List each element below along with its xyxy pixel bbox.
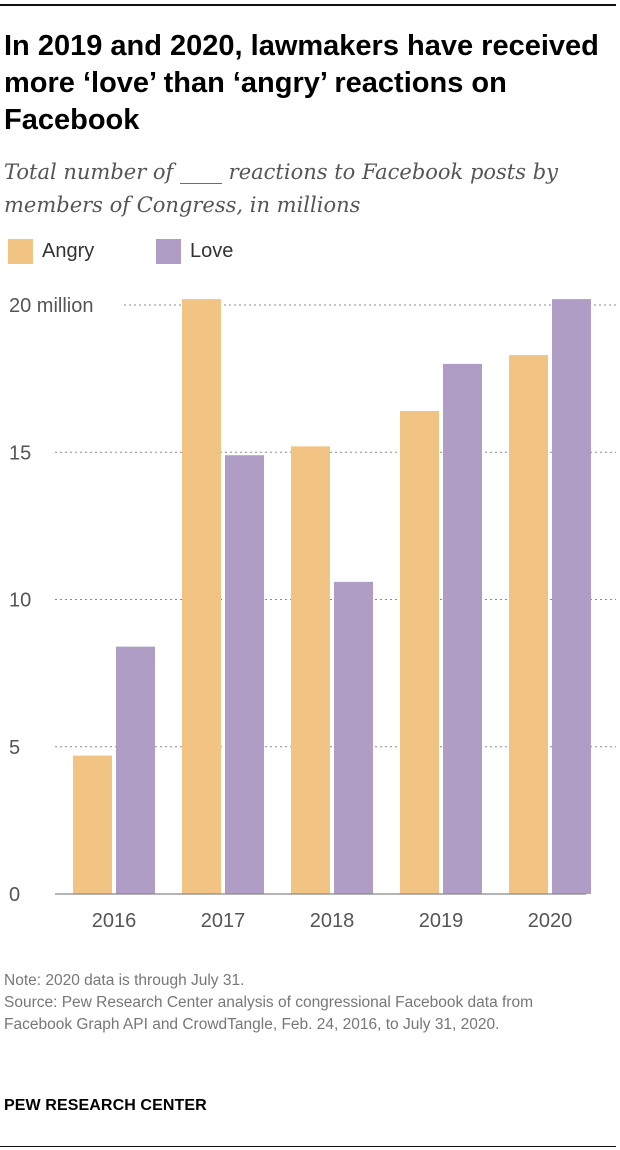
bar-chart: 0 5 10 15 20 million 2016 2017 2018 2019 2020: [9, 295, 616, 932]
legend-swatch-love: [156, 238, 181, 264]
y-tick-label: 15: [9, 442, 31, 464]
bar-angry-2018: [291, 446, 330, 894]
bar-love-2017: [225, 455, 264, 894]
x-tick-label: 2019: [419, 910, 464, 932]
y-tick-label: 5: [9, 737, 20, 759]
top-rule: [0, 4, 616, 6]
bar-love-2020: [552, 299, 591, 894]
chart-title: In 2019 and 2020, lawmakers have receive…: [4, 30, 599, 136]
x-tick-label: 2018: [310, 910, 355, 932]
organization-name: PEW RESEARCH CENTER: [4, 1097, 207, 1114]
x-tick-label: 2016: [92, 910, 137, 932]
bar-angry-2016: [73, 755, 112, 894]
legend-item-angry: Angry: [8, 238, 94, 264]
chart-subtitle: Total number of ____ reactions to Facebo…: [4, 160, 559, 217]
y-tick-label: 20 million: [9, 295, 93, 317]
bar-love-2018: [334, 581, 373, 894]
bar-angry-2017: [182, 299, 221, 894]
bar-angry-2019: [400, 411, 439, 894]
x-tick-label: 2017: [201, 910, 246, 932]
source-text: Source: Pew Research Center analysis of …: [4, 994, 533, 1033]
note-text: Note: 2020 data is through July 31.: [4, 972, 245, 989]
legend-swatch-angry: [8, 238, 33, 264]
legend-label-love: Love: [190, 239, 234, 262]
y-tick-label: 0: [9, 884, 20, 906]
bar-love-2019: [443, 363, 482, 894]
legend-item-love: Love: [156, 238, 233, 264]
y-tick-label: 10: [9, 590, 31, 612]
bar-angry-2020: [509, 355, 548, 894]
bar-love-2016: [116, 646, 155, 894]
bottom-rule: [0, 1146, 616, 1147]
legend-label-angry: Angry: [42, 239, 95, 262]
x-tick-label: 2020: [528, 910, 573, 932]
